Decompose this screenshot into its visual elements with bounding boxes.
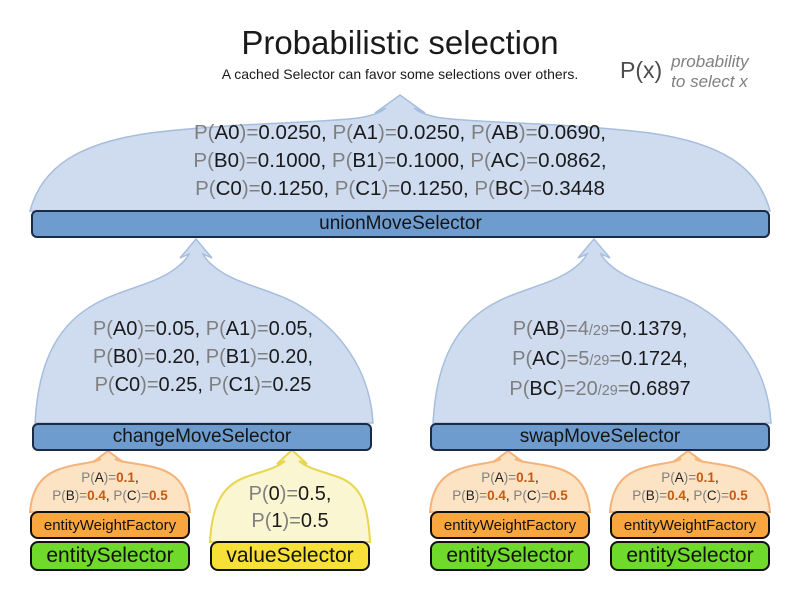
legend-note-line1: probability	[671, 52, 749, 71]
weight-funnel-shape-right	[608, 449, 772, 513]
entity-selector-box-right: entitySelector	[610, 541, 770, 571]
value-selector-box: valueSelector	[210, 541, 370, 571]
weight-funnel-probabilities-mid: P(A)=0.1, P(B)=0.4, P(C)=0.5	[430, 469, 590, 505]
weight-funnel-probabilities-right: P(A)=0.1, P(B)=0.4, P(C)=0.5	[610, 469, 770, 505]
probability-line: P(C0)=0.25, P(C1)=0.25	[94, 374, 312, 396]
value-funnel-shape	[208, 448, 372, 543]
probability-line: P(A)=0.1,	[661, 470, 719, 485]
union-funnel-shape	[29, 94, 771, 212]
entity-weight-factory-label: entityWeightFactory	[623, 516, 757, 534]
page-subtitle: A cached Selector can favor some selecti…	[221, 66, 579, 82]
swap-move-selector-label: swapMoveSelector	[519, 426, 681, 447]
weight-funnel-shape-mid	[428, 449, 592, 513]
swap-move-selector-bar: swapMoveSelector	[430, 423, 770, 451]
weight-funnel-shape-left	[28, 449, 192, 513]
union-move-selector-label: unionMoveSelector	[319, 213, 482, 234]
probability-line: P(B)=0.4, P(C)=0.5	[452, 488, 568, 503]
entity-weight-factory-label: entityWeightFactory	[443, 516, 577, 534]
page-title: Probabilistic selection	[241, 24, 559, 61]
swap-funnel-shape	[432, 237, 772, 424]
probability-line: P(AC)=5/29=0.1724,	[512, 348, 688, 370]
probability-line: P(C0)=0.1250, P(C1)=0.1250, P(BC)=0.3448	[195, 177, 605, 200]
probability-line: P(A)=0.1,	[81, 470, 139, 485]
value-selector-label: valueSelector	[226, 544, 354, 567]
probability-line: P(B)=0.4, P(C)=0.5	[632, 488, 748, 503]
legend-symbol: P(x)	[620, 57, 663, 83]
value-funnel-probabilities: P(0)=0.5, P(1)=0.5	[210, 481, 370, 535]
entity-weight-factory-box-right: entityWeightFactory	[610, 511, 770, 539]
probability-line: P(B0)=0.1000, P(B1)=0.1000, P(AC)=0.0862…	[193, 149, 607, 172]
legend-note: probability to select x	[671, 52, 749, 92]
probability-line: P(AB)=4/29=0.1379,	[512, 318, 688, 340]
change-funnel-probabilities: P(A0)=0.05, P(A1)=0.05, P(B0)=0.20, P(B1…	[33, 315, 373, 399]
entity-selector-label: entitySelector	[626, 544, 754, 567]
entity-weight-factory-box-mid: entityWeightFactory	[430, 511, 590, 539]
change-move-selector-bar: changeMoveSelector	[32, 423, 372, 451]
entity-selector-box-mid: entitySelector	[430, 541, 590, 571]
probability-line: P(A)=0.1,	[481, 470, 539, 485]
union-move-selector-bar: unionMoveSelector	[31, 210, 770, 238]
entity-weight-factory-box-left: entityWeightFactory	[30, 511, 190, 539]
entity-weight-factory-label: entityWeightFactory	[43, 516, 177, 534]
entity-selector-label: entitySelector	[446, 544, 574, 567]
change-funnel-shape	[34, 237, 374, 424]
entity-selector-label: entitySelector	[46, 544, 174, 567]
probability-line: P(B)=0.4, P(C)=0.5	[52, 488, 168, 503]
probability-line: P(0)=0.5,	[248, 483, 332, 505]
probability-line: P(1)=0.5	[251, 510, 329, 532]
legend-note-line2: to select x	[671, 72, 748, 91]
probability-line: P(BC)=20/29=0.6897	[509, 378, 691, 400]
change-move-selector-label: changeMoveSelector	[112, 426, 292, 447]
probability-line: P(A0)=0.05, P(A1)=0.05,	[92, 318, 314, 340]
weight-funnel-probabilities-left: P(A)=0.1, P(B)=0.4, P(C)=0.5	[30, 469, 190, 505]
entity-selector-box-left: entitySelector	[30, 541, 190, 571]
swap-funnel-probabilities: P(AB)=4/29=0.1379, P(AC)=5/29=0.1724, P(…	[430, 315, 770, 405]
probability-line: P(B0)=0.20, P(B1)=0.20,	[92, 346, 314, 368]
probability-legend: P(x) probability to select x	[620, 52, 749, 92]
probability-line: P(A0)=0.0250, P(A1)=0.0250, P(AB)=0.0690…	[193, 121, 607, 144]
union-funnel-probabilities: P(A0)=0.0250, P(A1)=0.0250, P(AB)=0.0690…	[0, 119, 800, 203]
